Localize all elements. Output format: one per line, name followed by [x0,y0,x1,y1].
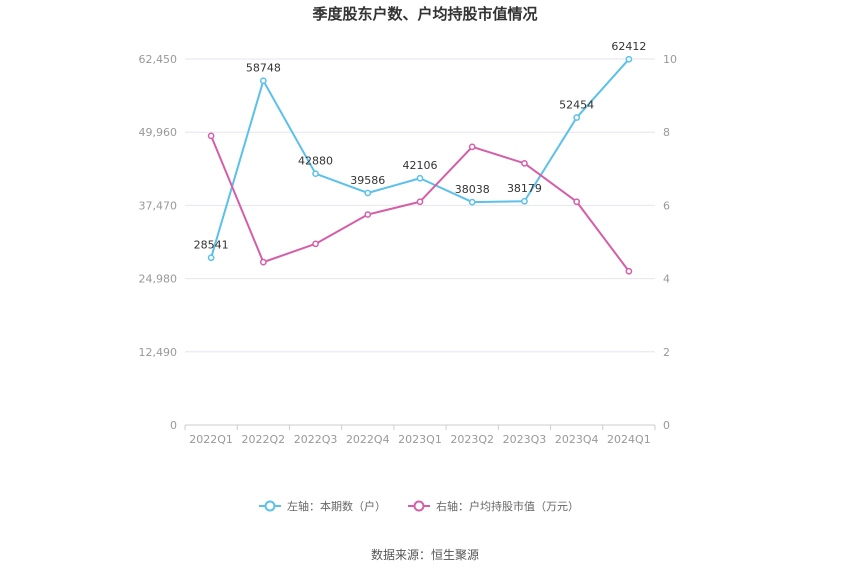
x-tick-label: 2022Q1 [189,433,233,446]
right-tick-label: 4 [663,273,670,286]
left-tick-label: 0 [170,419,177,432]
x-tick-label: 2023Q1 [398,433,442,446]
data-point [573,198,581,206]
right-tick-label: 6 [663,199,670,212]
gridlines [185,58,655,426]
data-label: 38179 [507,182,542,195]
x-axis-ticks: 2022Q1 2022Q2 2022Q3 2022Q4 2023Q1 2023Q2 2023… [184,425,656,446]
series-layer: 28541 58748 42880 39586 42106 38038 38179 52454… [194,40,646,275]
x-tick-label: 2022Q4 [346,433,390,446]
data-point [312,170,319,178]
data-point [259,77,267,85]
legend[interactable]: 左轴：本期数（户） 右轴：户均持股市值（万元） [259,499,579,513]
data-point [312,240,319,248]
x-tick-label: 2023Q3 [503,433,547,446]
data-point [416,174,424,182]
legend-item-right-series[interactable]: 右轴：户均持股市值（万元） [408,499,579,513]
legend-marker-left-series [264,500,276,512]
data-label: 62412 [611,40,646,53]
x-tick-label: 2024Q1 [607,433,651,446]
data-point [364,211,372,218]
right-tick-label: 0 [663,419,670,432]
data-point [573,114,581,121]
legend-item-left-series[interactable]: 左轴：本期数（户） [259,499,386,513]
data-label: 42106 [403,159,438,172]
left-axis-ticks: 0 12,490 24,980 37,470 49,960 62,450 [139,53,178,432]
data-point [207,132,215,140]
right-tick-label: 8 [663,126,670,139]
right-tick-label: 2 [663,346,670,359]
data-point [521,197,528,205]
data-label: 39586 [350,174,385,187]
x-tick-label: 2022Q3 [294,433,338,446]
data-label: 38038 [455,183,490,196]
series-left: 28541 58748 42880 39586 42106 38038 38179 52454… [194,40,646,262]
data-label: 28541 [194,239,229,252]
data-point [625,267,633,275]
data-source: 数据来源：恒生聚源 [371,547,479,562]
data-point [259,258,267,266]
series-right [207,132,633,275]
x-tick-label: 2023Q4 [555,433,599,446]
left-tick-label: 12,490 [139,346,178,359]
data-label: 52454 [559,99,594,112]
right-axis-ticks: 0 2 4 6 8 10 [663,53,677,432]
data-point [364,189,372,197]
left-tick-label: 37,470 [139,199,178,212]
chart-title: 季度股东户数、户均持股市值情况 [312,5,537,23]
data-point [468,198,476,206]
data-point [521,159,528,167]
data-point [416,198,424,206]
data-point [625,55,633,63]
legend-label-left-series: 左轴：本期数（户） [287,499,386,513]
data-point [207,254,215,262]
legend-marker-right-series [413,500,425,512]
legend-label-right-series: 右轴：户均持股市值（万元） [436,499,579,513]
data-point [468,143,476,151]
x-tick-label: 2023Q2 [450,433,494,446]
right-tick-label: 10 [663,53,677,66]
x-tick-label: 2022Q2 [242,433,286,446]
left-tick-label: 62,450 [139,53,178,66]
data-label: 58748 [246,62,281,75]
left-tick-label: 24,980 [139,273,178,286]
left-tick-label: 49,960 [139,126,178,139]
data-label: 42880 [298,155,333,168]
